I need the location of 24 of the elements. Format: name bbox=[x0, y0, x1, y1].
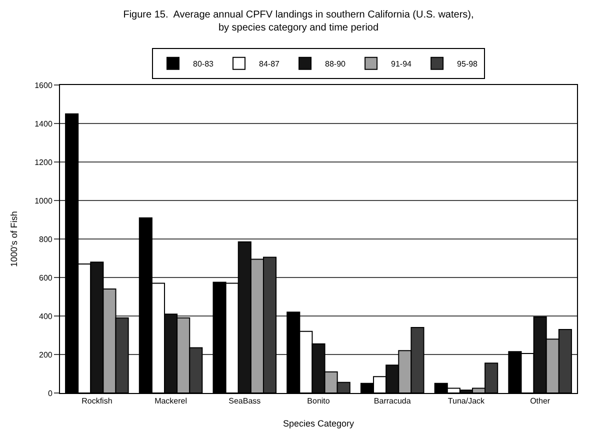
x-tick-label: Other bbox=[530, 396, 550, 406]
x-axis-title: Species Category bbox=[282, 418, 355, 428]
y-tick-label: 800 bbox=[39, 234, 53, 244]
y-axis-title: 1000's of Fish bbox=[8, 211, 19, 267]
legend-label: 84-87 bbox=[259, 59, 280, 68]
y-tick-label: 1000 bbox=[34, 196, 53, 206]
legend-label: 88-90 bbox=[325, 59, 346, 68]
legend-label: 80-83 bbox=[193, 59, 214, 68]
chart-title: Figure 15. Average annual CPFV landings in southern California (U.S. waters), by species category and time period bbox=[123, 10, 474, 34]
y-tick-label: 1600 bbox=[34, 80, 53, 90]
y-tick-label: 0 bbox=[48, 388, 53, 398]
x-tick-label: Rockfish bbox=[82, 396, 112, 406]
x-tick-label: Mackerel bbox=[154, 396, 188, 406]
x-tick-label: Tuna/Jack bbox=[448, 396, 486, 406]
x-tick-label: SeaBass bbox=[228, 396, 261, 406]
x-tick-label: Barracuda bbox=[374, 396, 412, 406]
y-tick-label: 600 bbox=[39, 273, 53, 282]
legend-label: 95-98 bbox=[457, 59, 478, 68]
y-tick-label: 1400 bbox=[34, 119, 53, 128]
y-tick-label: 400 bbox=[39, 312, 53, 321]
y-tick-label: 1200 bbox=[34, 158, 53, 167]
x-tick-label: Bonito bbox=[307, 396, 330, 406]
y-tick-label: 200 bbox=[39, 350, 53, 360]
legend-label: 91-94 bbox=[391, 59, 412, 68]
